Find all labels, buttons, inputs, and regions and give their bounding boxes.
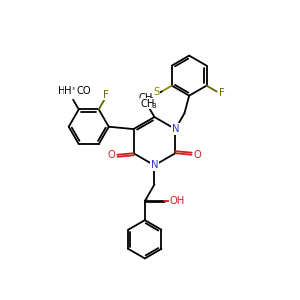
Text: N: N bbox=[151, 160, 158, 170]
Text: H: H bbox=[58, 86, 66, 97]
Text: CH: CH bbox=[141, 99, 155, 109]
Text: *: * bbox=[145, 196, 148, 202]
Text: CH: CH bbox=[139, 93, 153, 103]
Text: 3: 3 bbox=[149, 97, 154, 103]
Text: 3: 3 bbox=[152, 103, 156, 109]
Text: F: F bbox=[219, 88, 224, 98]
Text: O: O bbox=[194, 150, 201, 160]
Text: ₃: ₃ bbox=[72, 85, 74, 91]
Text: N: N bbox=[151, 160, 158, 170]
Text: H: H bbox=[64, 87, 72, 97]
Text: F: F bbox=[103, 90, 109, 100]
Text: O: O bbox=[107, 150, 115, 160]
Text: CO: CO bbox=[77, 86, 92, 97]
Text: S: S bbox=[153, 87, 160, 97]
Text: N: N bbox=[172, 124, 179, 134]
Text: OH: OH bbox=[170, 196, 185, 206]
Text: N: N bbox=[172, 124, 179, 134]
Text: H: H bbox=[64, 86, 72, 97]
